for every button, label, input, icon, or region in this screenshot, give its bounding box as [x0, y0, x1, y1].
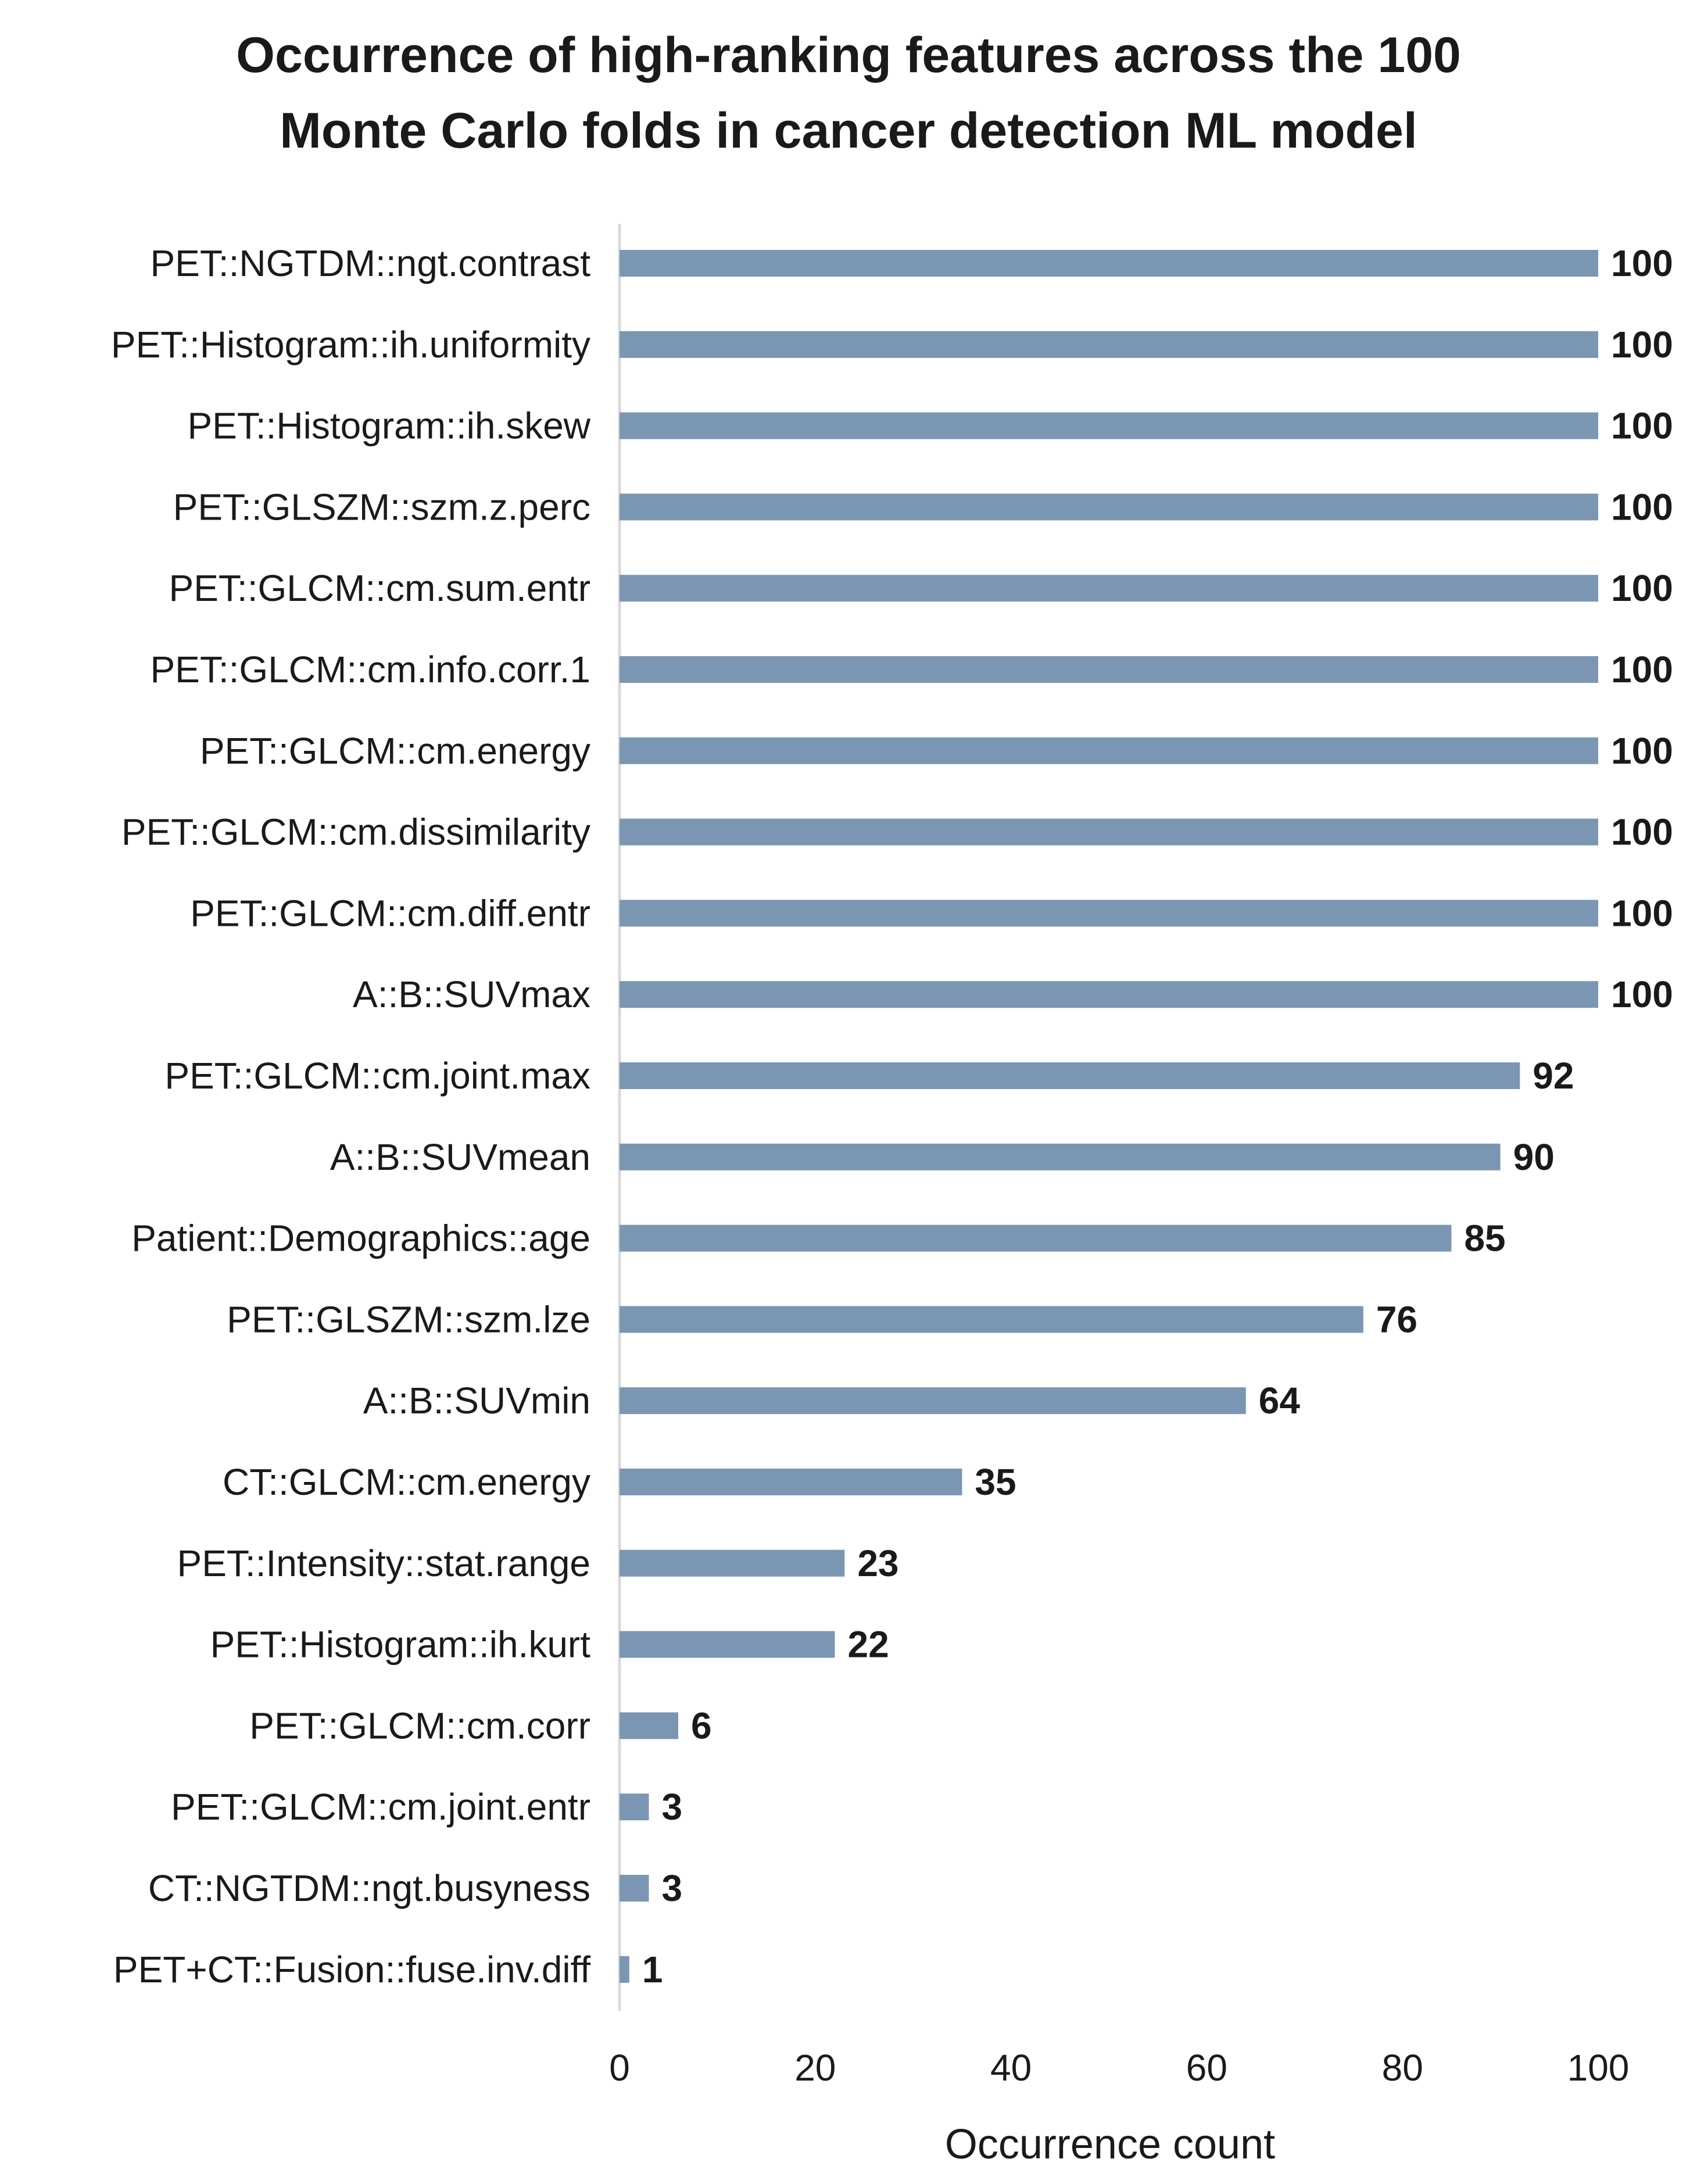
category-label-16: PET::Intensity::stat.range [177, 1542, 590, 1584]
value-label-4: 100 [1611, 567, 1673, 609]
bar-10 [620, 1062, 1520, 1089]
value-label-2: 100 [1611, 405, 1673, 447]
value-label-0: 100 [1611, 242, 1673, 284]
x-tick-label-3: 60 [1186, 2047, 1227, 2089]
category-label-5: PET::GLCM::cm.info.corr.1 [150, 649, 590, 690]
value-label-18: 6 [691, 1705, 712, 1746]
x-tick-label-5: 100 [1567, 2047, 1630, 2089]
category-label-8: PET::GLCM::cm.diff.entr [190, 892, 590, 934]
category-label-11: A::B::SUVmean [330, 1136, 590, 1178]
bars-layer [620, 250, 1598, 1983]
bar-21 [620, 1956, 629, 1983]
chart-title-line-1: Occurrence of high-ranking features acro… [236, 27, 1461, 83]
category-labels: PET::NGTDM::ngt.contrastPET::Histogram::… [111, 242, 591, 1990]
bar-19 [620, 1793, 649, 1821]
category-label-9: A::B::SUVmax [353, 973, 590, 1015]
value-label-17: 22 [847, 1624, 889, 1666]
bar-18 [620, 1712, 679, 1739]
chart-title-line-2: Monte Carlo folds in cancer detection ML… [280, 103, 1417, 159]
bar-1 [620, 331, 1598, 358]
category-label-1: PET::Histogram::ih.uniformity [111, 324, 590, 366]
category-label-7: PET::GLCM::cm.dissimilarity [121, 811, 590, 853]
category-label-2: PET::Histogram::ih.skew [187, 405, 590, 447]
bar-15 [620, 1469, 962, 1495]
value-label-11: 90 [1513, 1136, 1555, 1178]
category-label-13: PET::GLSZM::szm.lze [227, 1298, 590, 1340]
value-label-12: 85 [1464, 1218, 1505, 1259]
x-tick-label-4: 80 [1382, 2047, 1423, 2089]
category-label-6: PET::GLCM::cm.energy [200, 730, 590, 772]
chart-title: Occurrence of high-ranking features acro… [0, 17, 1697, 169]
value-label-15: 35 [975, 1461, 1016, 1503]
value-label-8: 100 [1611, 892, 1673, 934]
value-label-7: 100 [1611, 811, 1673, 853]
bar-12 [620, 1225, 1452, 1252]
value-label-5: 100 [1611, 649, 1673, 690]
value-label-14: 64 [1259, 1380, 1301, 1422]
value-label-19: 3 [662, 1786, 683, 1828]
x-tick-label-0: 0 [609, 2047, 630, 2089]
value-label-3: 100 [1611, 486, 1673, 528]
bar-14 [620, 1387, 1246, 1415]
x-tick-label-2: 40 [990, 2047, 1032, 2089]
bar-17 [620, 1631, 835, 1658]
value-label-20: 3 [662, 1867, 683, 1909]
category-label-19: PET::GLCM::cm.joint.entr [171, 1786, 590, 1828]
bar-2 [620, 412, 1598, 439]
bar-0 [620, 250, 1598, 277]
category-label-17: PET::Histogram::ih.kurt [210, 1624, 591, 1666]
value-label-6: 100 [1611, 730, 1673, 772]
value-label-16: 23 [857, 1542, 898, 1584]
category-label-4: PET::GLCM::cm.sum.entr [169, 567, 590, 609]
value-label-21: 1 [642, 1949, 663, 1990]
category-label-0: PET::NGTDM::ngt.contrast [150, 242, 590, 284]
bar-9 [620, 981, 1598, 1008]
category-label-14: A::B::SUVmin [363, 1380, 590, 1422]
value-label-1: 100 [1611, 324, 1673, 366]
bar-20 [620, 1875, 649, 1902]
category-label-15: CT::GLCM::cm.energy [223, 1461, 590, 1503]
bar-16 [620, 1549, 845, 1577]
category-label-10: PET::GLCM::cm.joint.max [164, 1055, 590, 1097]
value-label-10: 92 [1533, 1055, 1574, 1097]
category-label-12: Patient::Demographics::age [131, 1218, 590, 1259]
bar-11 [620, 1143, 1501, 1170]
bar-7 [620, 818, 1598, 846]
value-label-9: 100 [1611, 973, 1673, 1015]
bar-6 [620, 737, 1598, 764]
bar-8 [620, 900, 1598, 927]
x-axis-title: Occurrence count [945, 2121, 1275, 2168]
category-label-20: CT::NGTDM::ngt.busyness [148, 1867, 590, 1909]
category-label-21: PET+CT::Fusion::fuse.inv.diff [113, 1949, 590, 1990]
bar-3 [620, 493, 1598, 521]
x-tick-label-1: 20 [794, 2047, 836, 2089]
category-label-18: PET::GLCM::cm.corr [249, 1705, 590, 1746]
value-label-13: 76 [1376, 1298, 1417, 1340]
x-axis-ticks: 0 20 40 60 80 100 [609, 2047, 1629, 2089]
bar-5 [620, 656, 1598, 683]
category-label-3: PET::GLSZM::szm.z.perc [173, 486, 590, 528]
bar-4 [620, 575, 1598, 602]
bar-13 [620, 1306, 1363, 1333]
